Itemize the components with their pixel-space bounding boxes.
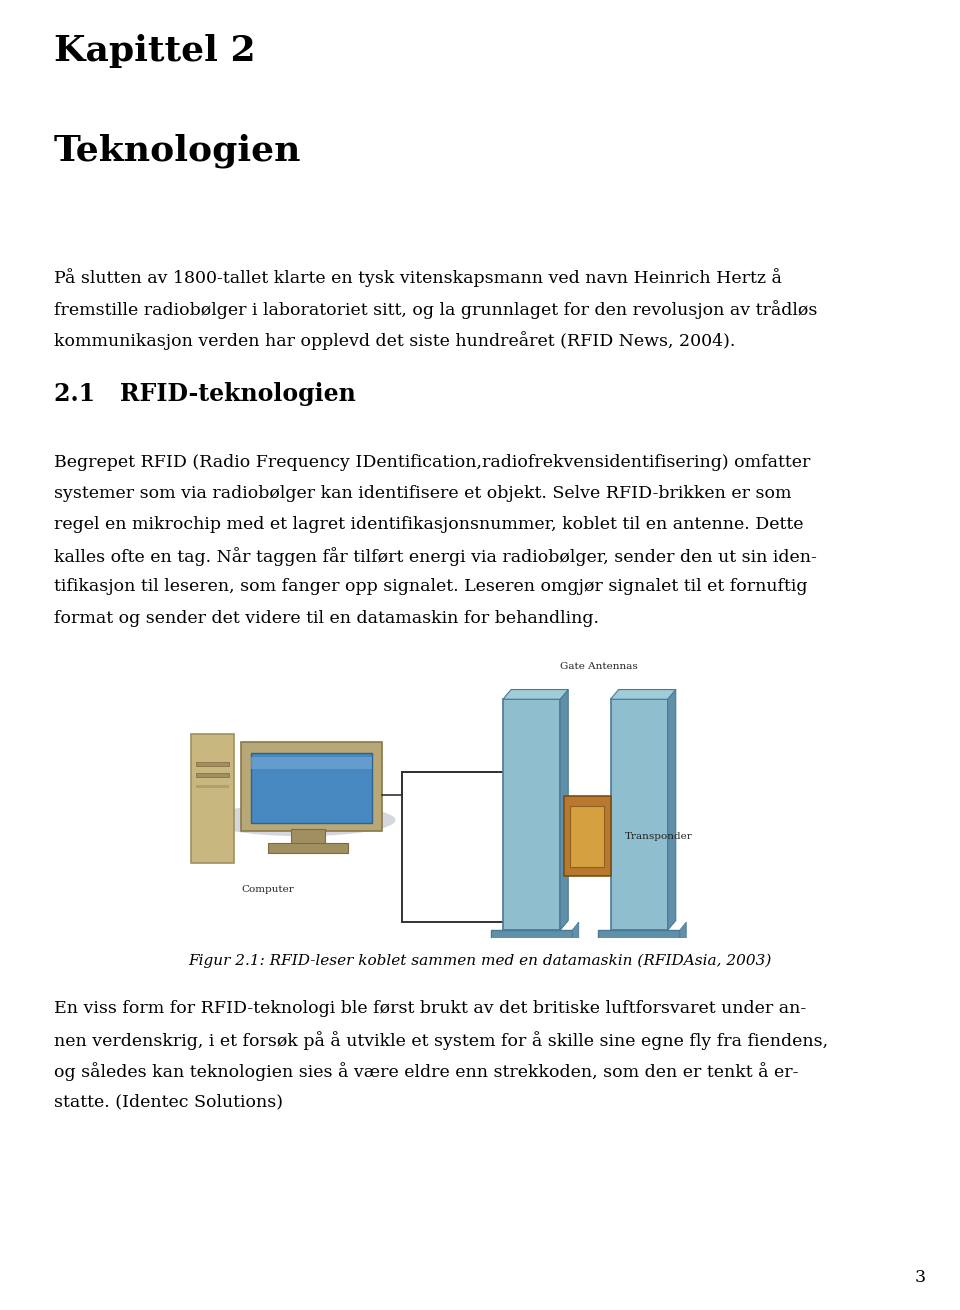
Bar bbox=[564, 796, 611, 876]
Text: og således kan teknologien sies å være eldre enn strekkoden, som den er tenkt å : og således kan teknologien sies å være e… bbox=[54, 1062, 799, 1081]
Text: En viss form for RFID-teknologi ble først brukt av det britiske luftforsvaret un: En viss form for RFID-teknologi ble førs… bbox=[54, 1000, 806, 1017]
Bar bbox=[402, 772, 510, 922]
Bar bbox=[252, 757, 372, 769]
Polygon shape bbox=[668, 689, 676, 930]
Text: Begrepet RFID (Radio Frequency IDentification,radiofrekvensidentifisering) omfat: Begrepet RFID (Radio Frequency IDentific… bbox=[54, 453, 810, 470]
Text: nen verdenskrig, i et forsøk på å utvikle et system for å skille sine egne fly f: nen verdenskrig, i et forsøk på å utvikl… bbox=[54, 1031, 828, 1049]
Polygon shape bbox=[503, 689, 568, 700]
Bar bbox=[196, 773, 228, 777]
Polygon shape bbox=[560, 689, 568, 930]
Text: Transponder: Transponder bbox=[625, 832, 693, 841]
Text: 3: 3 bbox=[914, 1269, 925, 1286]
Bar bbox=[196, 761, 228, 766]
Polygon shape bbox=[611, 689, 676, 700]
Text: systemer som via radiobølger kan identifisere et objekt. Selve RFID-brikken er s: systemer som via radiobølger kan identif… bbox=[54, 485, 791, 502]
Polygon shape bbox=[680, 922, 686, 947]
Bar bbox=[268, 842, 348, 853]
Bar bbox=[611, 700, 667, 930]
Text: kalles ofte en tag. Når taggen får tilført energi via radiobølger, sender den ut: kalles ofte en tag. Når taggen får tilfø… bbox=[54, 548, 817, 566]
Polygon shape bbox=[572, 922, 579, 947]
Bar bbox=[503, 700, 561, 930]
Bar bbox=[570, 806, 604, 867]
Bar bbox=[241, 743, 382, 831]
Text: tifikasjon til leseren, som fanger opp signalet. Leseren omgjør signalet til et : tifikasjon til leseren, som fanger opp s… bbox=[54, 579, 807, 596]
Bar bbox=[598, 930, 680, 947]
Bar bbox=[292, 829, 324, 844]
Ellipse shape bbox=[207, 804, 396, 836]
Text: Teknologien: Teknologien bbox=[54, 134, 301, 168]
Text: Figur 2.1: RFID-leser koblet sammen med en datamaskin (RFIDAsia, 2003): Figur 2.1: RFID-leser koblet sammen med … bbox=[188, 954, 772, 968]
Text: På slutten av 1800-tallet klarte en tysk vitenskapsmann ved navn Heinrich Hertz : På slutten av 1800-tallet klarte en tysk… bbox=[54, 269, 781, 287]
Text: 2.1   RFID-teknologien: 2.1 RFID-teknologien bbox=[54, 381, 355, 406]
Bar bbox=[190, 734, 234, 863]
Text: fremstille radiobølger i laboratoriet sitt, og la grunnlaget for den revolusjon : fremstille radiobølger i laboratoriet si… bbox=[54, 300, 817, 318]
Bar bbox=[491, 930, 572, 947]
Text: statte. (Identec Solutions): statte. (Identec Solutions) bbox=[54, 1094, 283, 1111]
Bar bbox=[252, 753, 372, 823]
Text: kommunikasjon verden har opplevd det siste hundreåret (RFID News, 2004).: kommunikasjon verden har opplevd det sis… bbox=[54, 331, 735, 350]
Bar bbox=[196, 785, 228, 787]
Text: format og sender det videre til en datamaskin for behandling.: format og sender det videre til en datam… bbox=[54, 609, 599, 626]
Text: regel en mikrochip med et lagret identifikasjonsnummer, koblet til en antenne. D: regel en mikrochip med et lagret identif… bbox=[54, 516, 804, 533]
Text: Computer: Computer bbox=[242, 884, 294, 893]
Text: Kapittel 2: Kapittel 2 bbox=[54, 34, 255, 68]
Text: Gate Antennas: Gate Antennas bbox=[560, 663, 637, 671]
